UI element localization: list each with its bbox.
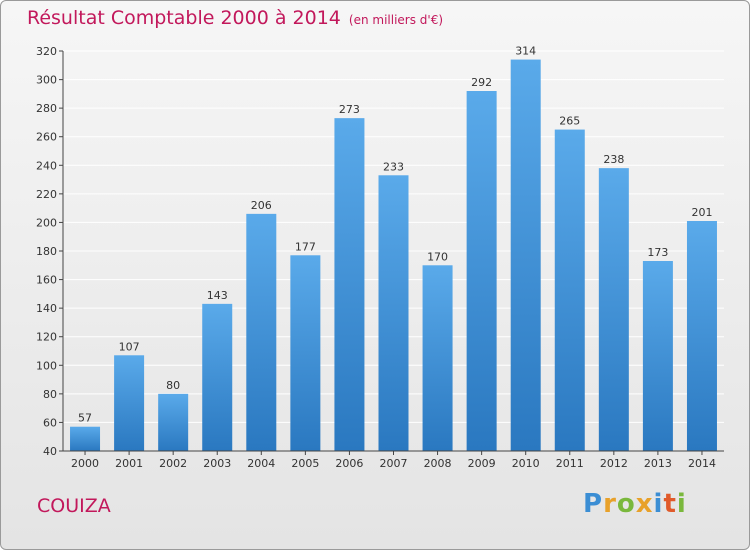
data-label: 273	[339, 103, 360, 116]
city-name: COUIZA	[37, 495, 111, 517]
bar-2009	[466, 91, 497, 451]
y-tick-label: 140	[36, 302, 57, 315]
x-tick-label: 2009	[468, 457, 496, 470]
logo-letter: P	[583, 489, 604, 519]
bar-2002	[158, 393, 189, 451]
x-tick-label: 2005	[291, 457, 319, 470]
y-tick-label: 300	[36, 74, 57, 87]
data-label: 201	[691, 206, 712, 219]
x-tick-label: 2014	[688, 457, 716, 470]
x-tick-label: 2008	[424, 457, 452, 470]
data-label: 170	[427, 250, 448, 263]
y-tick-label: 40	[43, 445, 57, 458]
bar-2003	[202, 303, 233, 451]
y-tick-label: 260	[36, 131, 57, 144]
data-label: 107	[119, 340, 140, 353]
x-tick-label: 2010	[512, 457, 540, 470]
data-label: 177	[295, 240, 316, 253]
y-tick-label: 120	[36, 331, 57, 344]
y-tick-label: 240	[36, 159, 57, 172]
bar-2007	[378, 175, 409, 452]
logo-letter: i	[653, 489, 664, 519]
bars: 57 107 80 143 206 177 273 233 170 292 314 265 238 173…	[70, 45, 717, 452]
logo-letter: t	[663, 489, 677, 519]
x-tick-label: 2000	[71, 457, 99, 470]
logo-letter: i	[676, 489, 687, 519]
bar-2008	[422, 265, 453, 451]
x-tick-label: 2001	[115, 457, 143, 470]
bar-2010	[510, 59, 541, 451]
data-label: 314	[515, 45, 536, 58]
y-tick-label: 100	[36, 359, 57, 372]
x-tick-label: 2011	[556, 457, 584, 470]
x-axis: 2000 2001 2002 2003 2004 2005 2006 2007 2008 2009…	[63, 450, 724, 470]
data-label: 173	[647, 246, 668, 259]
chart-title-block: Résultat Comptable 2000 à 2014 (en millie…	[27, 7, 443, 29]
x-tick-label: 2013	[644, 457, 672, 470]
bar-2001	[114, 355, 145, 451]
logo-letter: o	[616, 489, 636, 519]
data-label: 265	[559, 115, 580, 128]
bar-2013	[642, 261, 673, 451]
chart-subtitle: (en milliers d'€)	[348, 13, 444, 27]
x-tick-label: 2007	[380, 457, 408, 470]
bar-2014	[686, 221, 717, 451]
proxiti-logo[interactable]: Proxiti	[583, 489, 687, 519]
data-label: 57	[78, 412, 92, 425]
bar-2000	[70, 426, 101, 451]
data-label: 143	[207, 289, 228, 302]
y-tick-label: 180	[36, 245, 57, 258]
y-axis: 40 60 80 100 120 140 160 180 200 220 240 260 280 300 3…	[36, 45, 64, 458]
bar-2012	[598, 168, 629, 451]
data-label: 206	[251, 199, 272, 212]
y-tick-label: 320	[36, 45, 57, 58]
y-tick-label: 280	[36, 102, 57, 115]
y-tick-label: 200	[36, 216, 57, 229]
logo-letter: r	[603, 489, 617, 519]
bar-2005	[290, 255, 321, 451]
x-tick-label: 2012	[600, 457, 628, 470]
data-label: 238	[603, 153, 624, 166]
chart-title: Résultat Comptable 2000 à 2014	[27, 7, 341, 29]
y-tick-label: 60	[43, 416, 57, 429]
data-label: 233	[383, 160, 404, 173]
x-tick-label: 2002	[159, 457, 187, 470]
bar-2006	[334, 118, 365, 452]
x-tick-label: 2006	[335, 457, 363, 470]
data-label: 292	[471, 76, 492, 89]
y-tick-label: 160	[36, 274, 57, 287]
y-tick-label: 220	[36, 188, 57, 201]
bar-2011	[554, 129, 585, 452]
x-tick-label: 2004	[247, 457, 275, 470]
x-tick-label: 2003	[203, 457, 231, 470]
data-label: 80	[166, 379, 180, 392]
logo-letter: x	[635, 489, 654, 519]
y-tick-label: 80	[43, 388, 57, 401]
bar-2004	[246, 213, 277, 451]
